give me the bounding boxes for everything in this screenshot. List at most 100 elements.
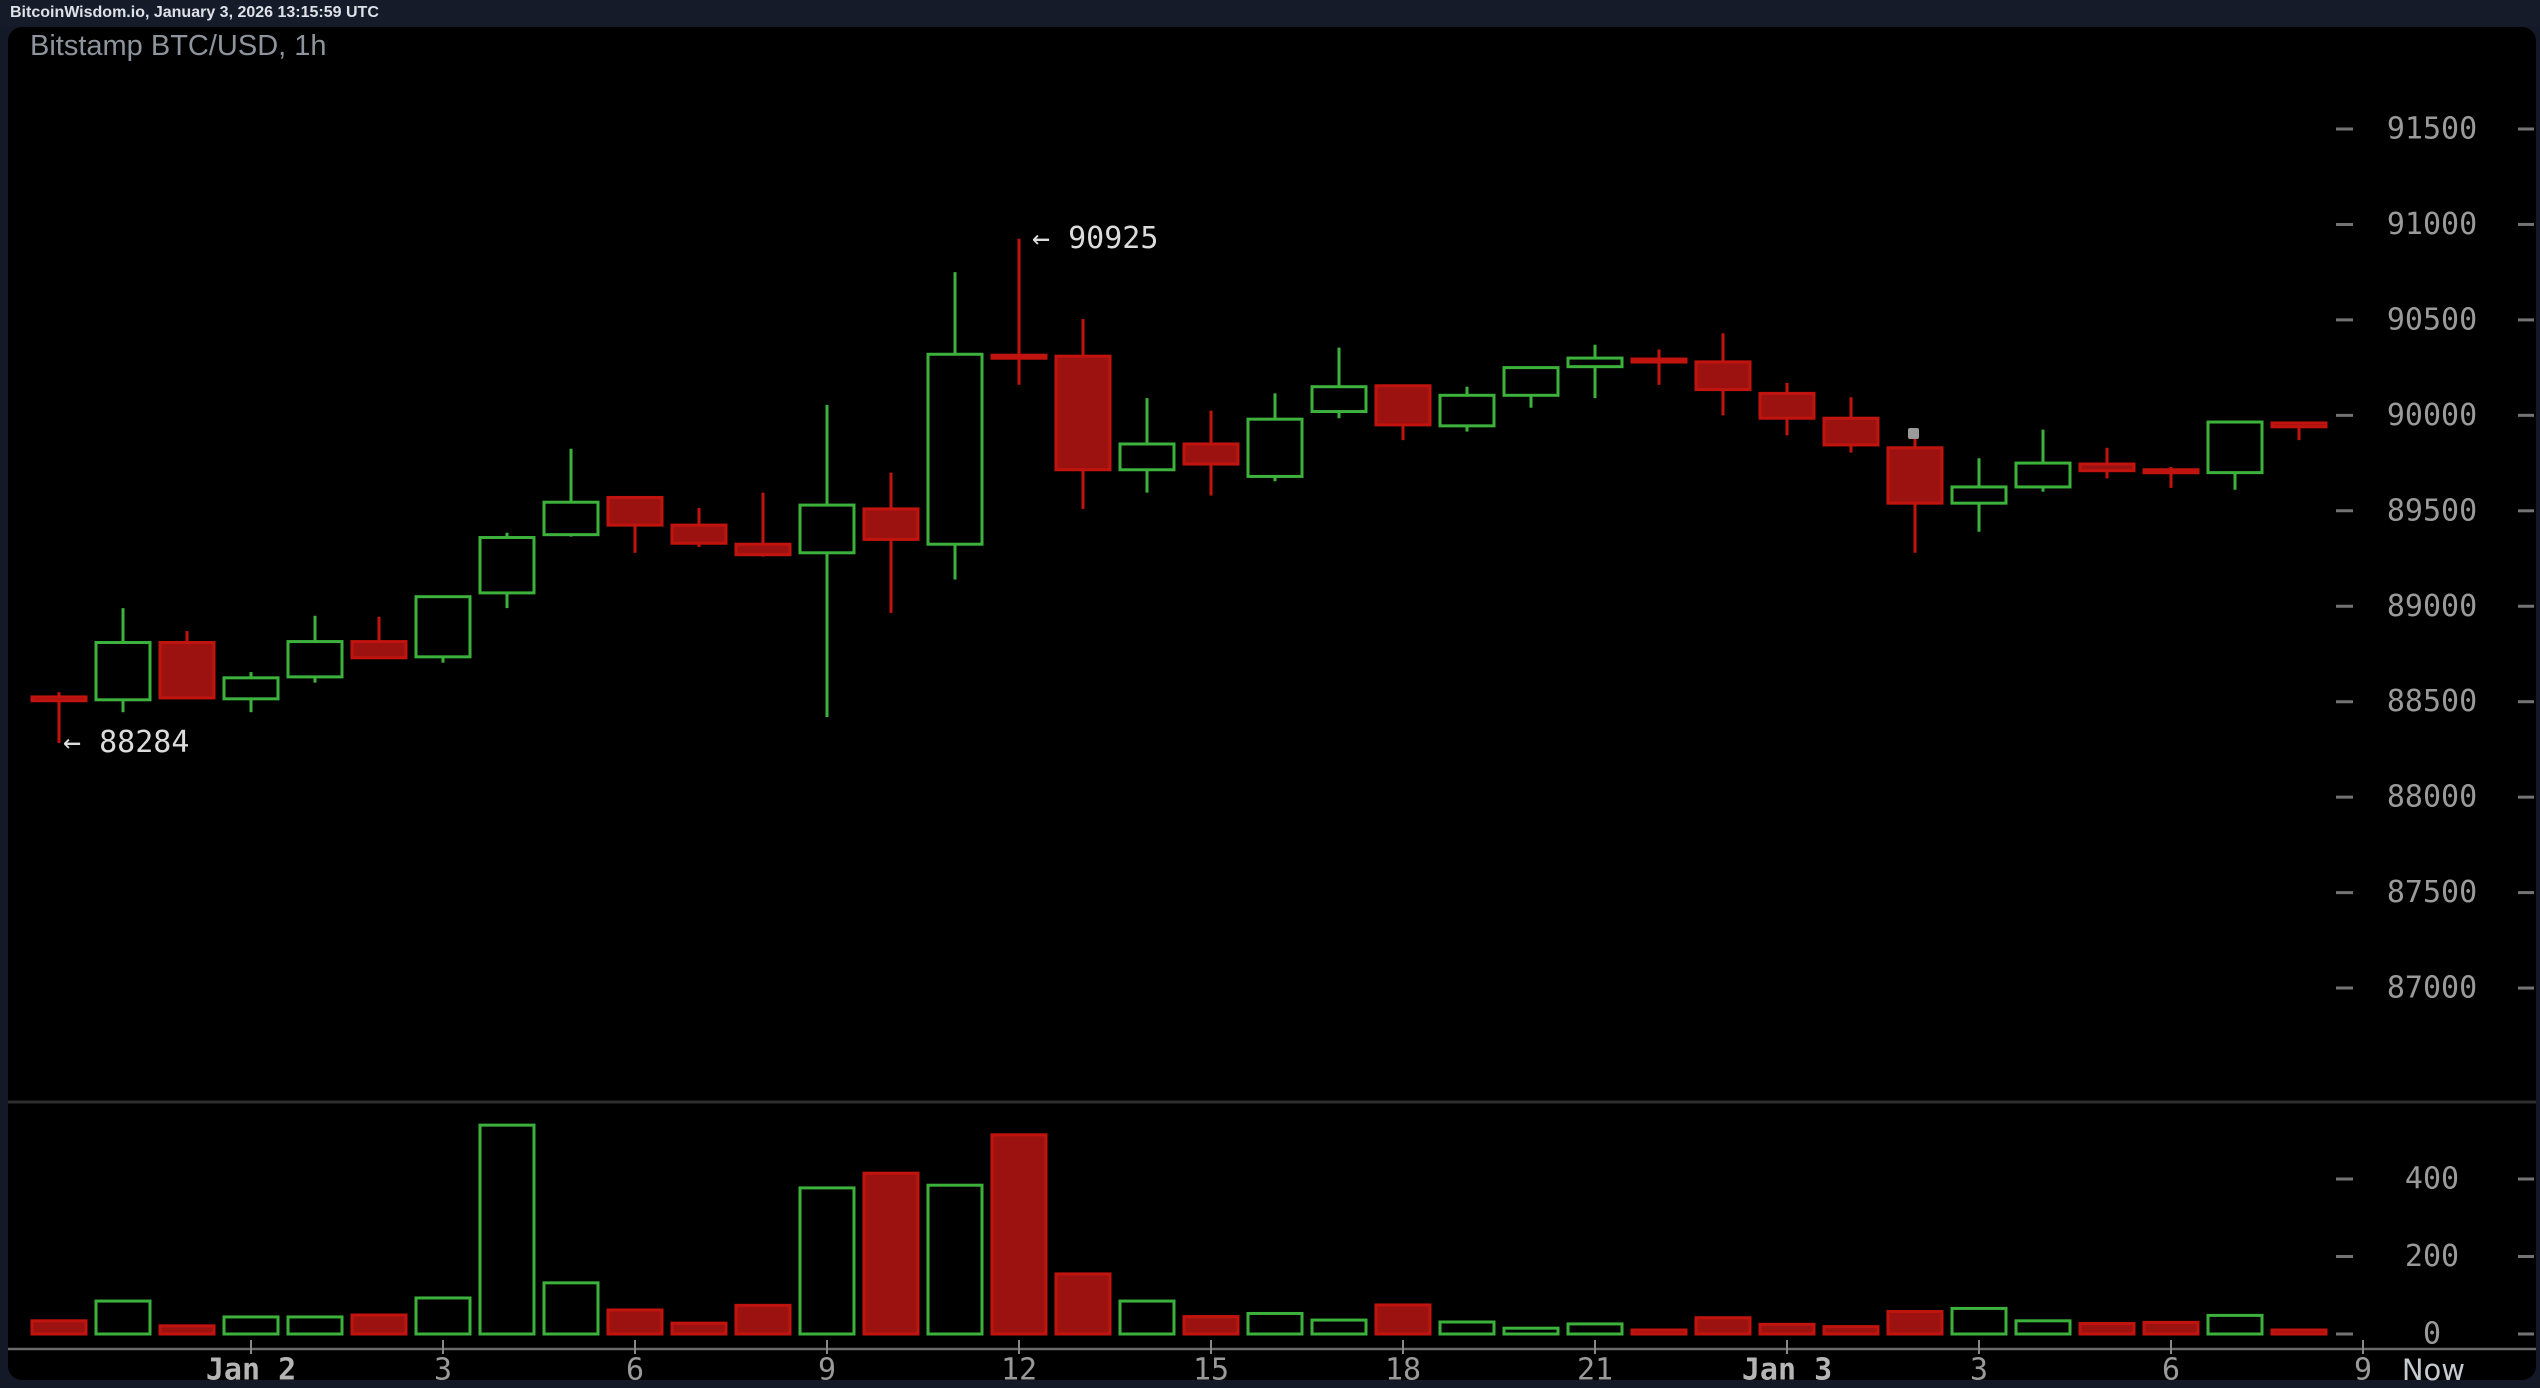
volume-tick-label: 400 <box>2405 1162 2459 1197</box>
volume-bar <box>606 1308 664 1336</box>
time-tick-label: 3 <box>1970 1353 1988 1388</box>
volume-bar <box>734 1303 792 1336</box>
candle-body <box>862 507 920 541</box>
candle-body <box>1246 417 1304 478</box>
volume-bar <box>2142 1320 2200 1336</box>
candle-body <box>1886 446 1944 505</box>
price-tick-label: 89000 <box>2387 589 2477 624</box>
candle-body <box>1182 442 1240 466</box>
volume-bar <box>414 1296 472 1336</box>
time-tick-label: 12 <box>1001 1353 1037 1388</box>
price-tick-label: 89500 <box>2387 493 2477 528</box>
candle-body <box>1630 357 1688 364</box>
candle-body <box>1950 485 2008 505</box>
mouse-cursor[interactable] <box>1908 428 1919 439</box>
candle-body <box>926 352 984 546</box>
volume-bar <box>1182 1315 1240 1336</box>
time-tick-label: 21 <box>1577 1353 1613 1388</box>
time-tick-label: 6 <box>2162 1353 2180 1388</box>
volume-bar <box>1246 1311 1304 1336</box>
candle-body <box>542 500 600 537</box>
volume-bar <box>2270 1328 2328 1336</box>
time-tick-label: Jan 3 <box>1742 1353 1832 1388</box>
time-tick-label: 18 <box>1385 1353 1421 1388</box>
candle-body <box>1566 356 1624 369</box>
candle-body <box>94 641 152 702</box>
volume-bar <box>1886 1310 1944 1336</box>
candle-body <box>1502 366 1560 397</box>
candle-body <box>2270 421 2328 429</box>
candle-body <box>158 641 216 700</box>
price-tick-label: 88500 <box>2387 684 2477 719</box>
volume-tick-label: 200 <box>2405 1239 2459 1274</box>
price-tick-label: 88000 <box>2387 780 2477 815</box>
price-tick-label: 87000 <box>2387 971 2477 1006</box>
header-bar: BitcoinWisdom.io, January 3, 2026 13:15:… <box>0 0 2540 26</box>
time-tick-label: Jan 2 <box>206 1353 296 1388</box>
chart-title: Bitstamp BTC/USD, 1h <box>30 30 327 62</box>
header-title: BitcoinWisdom.io, January 3, 2026 13:15:… <box>10 4 379 21</box>
candle-body <box>1822 416 1880 447</box>
volume-bar <box>350 1313 408 1336</box>
candle-body <box>1118 442 1176 472</box>
volume-bar <box>1310 1318 1368 1336</box>
volume-bar <box>2014 1319 2072 1336</box>
time-tick-label: 3 <box>434 1353 452 1388</box>
candle-body <box>2206 420 2264 475</box>
volume-bar <box>1950 1306 2008 1336</box>
candle-body <box>1310 385 1368 414</box>
candle-body <box>2142 468 2200 475</box>
volume-bar <box>1694 1316 1752 1336</box>
volume-bar <box>2078 1322 2136 1336</box>
volume-tick-label: 0 <box>2423 1317 2441 1352</box>
volume-bar <box>222 1315 280 1336</box>
now-label: Now <box>2402 1353 2465 1387</box>
price-tick-label: 91000 <box>2387 207 2477 242</box>
candle-body <box>1694 360 1752 392</box>
volume-bar <box>862 1171 920 1336</box>
price-tick-label: 90000 <box>2387 398 2477 433</box>
volume-bar <box>94 1299 152 1336</box>
high-price-annotation: ← 90925 <box>1032 220 1159 256</box>
volume-bar <box>990 1133 1048 1336</box>
volume-bar <box>1374 1303 1432 1336</box>
candle-body <box>734 542 792 557</box>
price-tick-label: 91500 <box>2387 112 2477 147</box>
time-tick-label: 9 <box>2354 1353 2372 1388</box>
candle-body <box>606 495 664 527</box>
volume-bar <box>798 1186 856 1336</box>
volume-bar <box>1438 1320 1496 1336</box>
volume-bar <box>30 1319 88 1336</box>
candle-body <box>286 640 344 679</box>
volume-bar <box>1630 1328 1688 1336</box>
candle-body <box>1438 393 1496 428</box>
time-tick-label: 15 <box>1193 1353 1229 1388</box>
volume-bar <box>1054 1272 1112 1336</box>
candle-body <box>798 503 856 555</box>
candle-body <box>350 640 408 660</box>
volume-bar <box>2206 1313 2264 1336</box>
volume-bar <box>1758 1322 1816 1336</box>
volume-bar <box>1502 1326 1560 1336</box>
price-tick-label: 87500 <box>2387 875 2477 910</box>
candle-body <box>30 695 88 703</box>
volume-bar <box>286 1315 344 1336</box>
volume-bar <box>1566 1322 1624 1336</box>
candle-body <box>990 353 1048 360</box>
volume-bar <box>670 1321 728 1336</box>
volume-bar <box>1118 1299 1176 1336</box>
candle-body <box>1374 384 1432 427</box>
candle-body <box>414 595 472 659</box>
volume-bar <box>478 1123 536 1336</box>
candle-body <box>1054 354 1112 472</box>
chart-pane <box>8 27 2536 1380</box>
price-tick-label: 90500 <box>2387 302 2477 337</box>
volume-bar <box>926 1183 984 1336</box>
candle-body <box>478 536 536 595</box>
candle-body <box>2078 462 2136 473</box>
time-tick-label: 9 <box>818 1353 836 1388</box>
candle-body <box>670 523 728 545</box>
volume-bar <box>158 1324 216 1336</box>
